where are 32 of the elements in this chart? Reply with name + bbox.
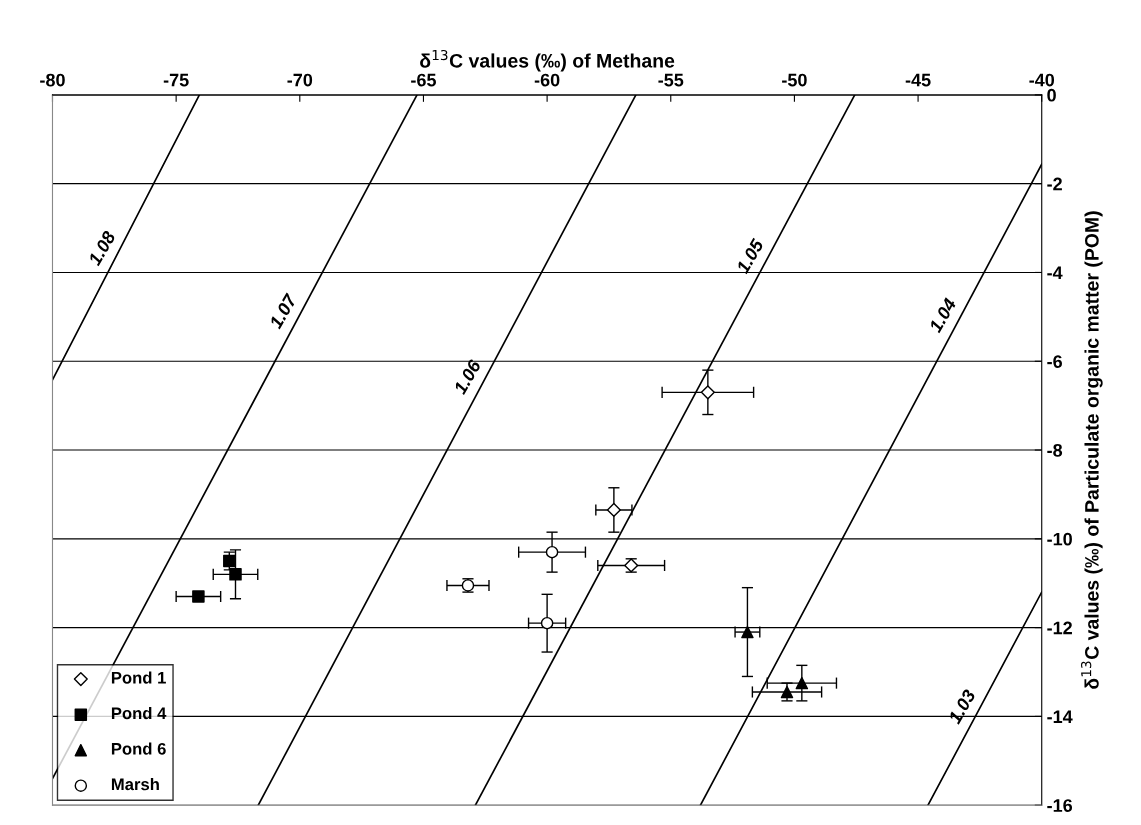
y-tick-label: -14	[1047, 710, 1073, 723]
y-tick-label: -8	[1047, 443, 1063, 457]
x-tick-label: -55	[658, 73, 684, 87]
x-tick-label: -80	[40, 73, 65, 87]
x-tick-label: -75	[163, 73, 189, 87]
point	[192, 590, 205, 603]
y-tick-label: -2	[1047, 177, 1062, 191]
x-tick-label: -40	[1029, 73, 1055, 87]
point	[229, 568, 242, 581]
legend-label: Pond 6	[111, 742, 166, 755]
point	[700, 385, 715, 400]
x-tick-label: -60	[534, 73, 560, 87]
y-tick-label: -16	[1047, 799, 1073, 812]
point	[606, 502, 621, 518]
legend-label: Marsh	[111, 778, 159, 791]
legend-label: Pond 1	[111, 671, 166, 684]
point	[540, 616, 554, 630]
y-tick-label: -6	[1047, 355, 1062, 368]
x-tick-label: -45	[905, 73, 931, 87]
y-axis-title: δ$^{13}$C values (‰) of Particulate organic matter (POM)	[1081, 211, 1103, 689]
point	[741, 625, 754, 639]
x-tick-label: -65	[411, 73, 436, 87]
x-tick-label: -70	[287, 73, 313, 87]
point	[795, 676, 809, 690]
legend-label: Pond 4	[111, 706, 167, 720]
point	[545, 545, 559, 559]
y-tick-label: -4	[1047, 266, 1063, 279]
x-axis-title: δ$^{13}$C values (‰) of Methane	[420, 49, 675, 72]
y-tick-label: 0	[1047, 88, 1056, 102]
y-tick-label: -10	[1047, 532, 1072, 546]
x-tick-label: -50	[782, 73, 807, 87]
y-tick-label: -12	[1047, 621, 1072, 635]
